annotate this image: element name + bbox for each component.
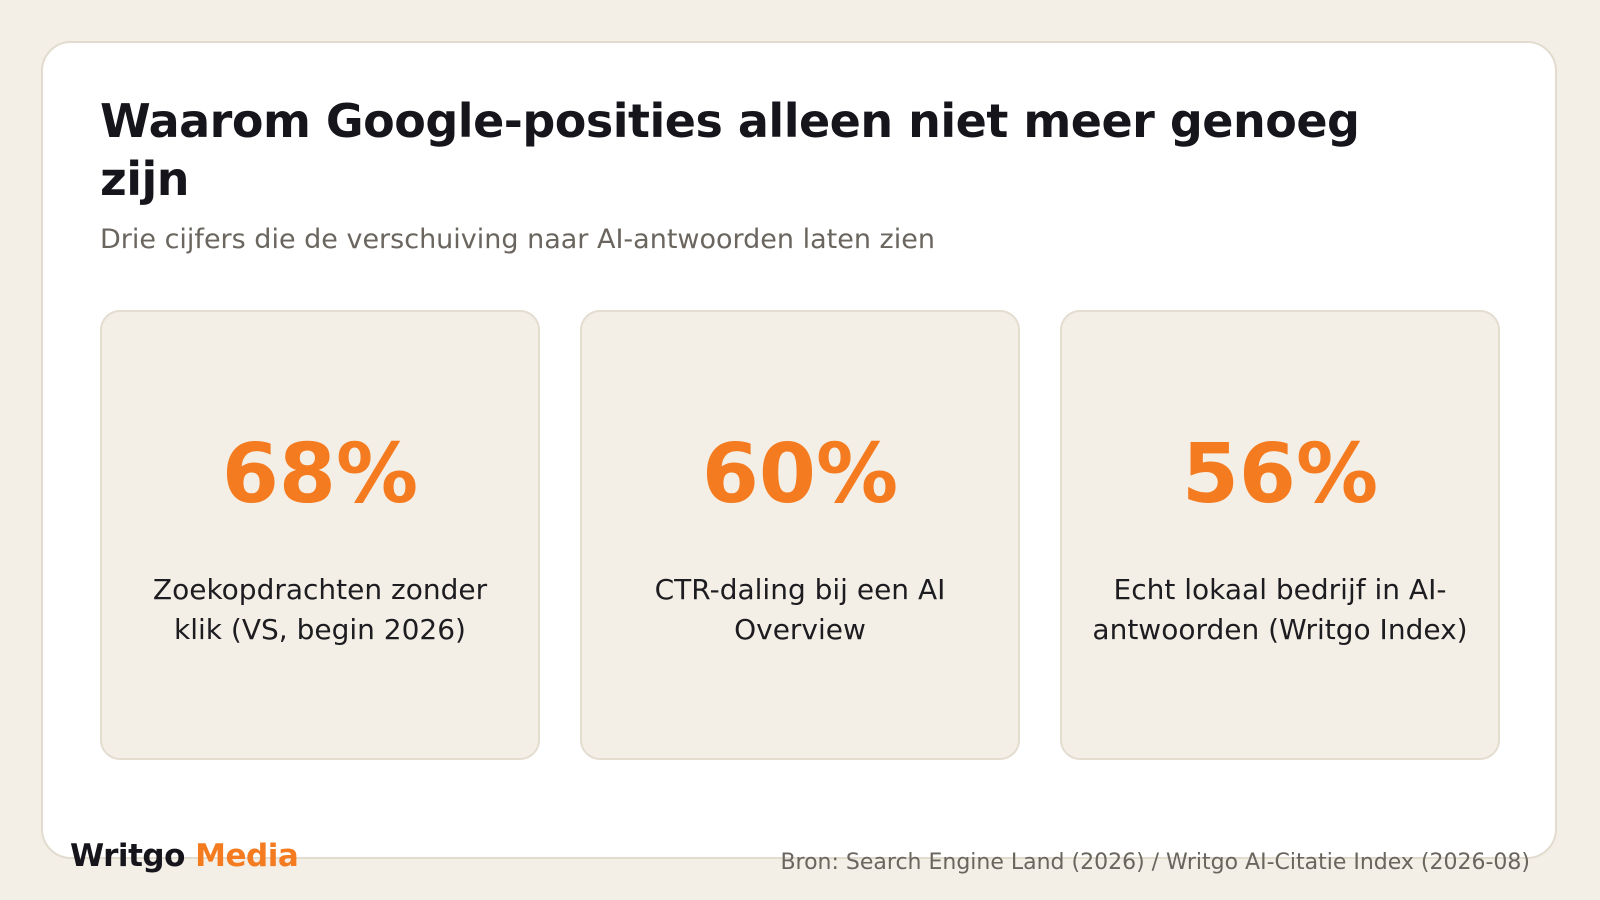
brand-accent: Media (195, 838, 299, 874)
brand-logo: Writgo Media (70, 836, 299, 876)
page-title: Waarom Google-posities alleen niet meer … (100, 94, 1360, 206)
stats-row: 68% Zoekopdrachten zonder klik (VS, begi… (100, 310, 1500, 760)
stat-value: 68% (221, 427, 419, 522)
stat-label: Echt lokaal bedrijf in AI-antwoorden (Wr… (1092, 573, 1468, 646)
brand-name: Writgo (70, 838, 185, 874)
stat-label: CTR-daling bij een AI Overview (654, 573, 946, 646)
page-subtitle: Drie cijfers die de verschuiving naar AI… (100, 224, 935, 255)
stat-card-zero-click: 68% Zoekopdrachten zonder klik (VS, begi… (100, 310, 540, 760)
stat-card-local-business: 56% Echt lokaal bedrijf in AI-antwoorden… (1060, 310, 1500, 760)
stat-label: Zoekopdrachten zonder klik (VS, begin 20… (152, 573, 488, 646)
source-note: Bron: Search Engine Land (2026) / Writgo… (780, 850, 1530, 875)
stat-value: 56% (1181, 427, 1379, 522)
stat-card-ctr-drop: 60% CTR-daling bij een AI Overview (580, 310, 1020, 760)
stat-value: 60% (701, 427, 899, 522)
